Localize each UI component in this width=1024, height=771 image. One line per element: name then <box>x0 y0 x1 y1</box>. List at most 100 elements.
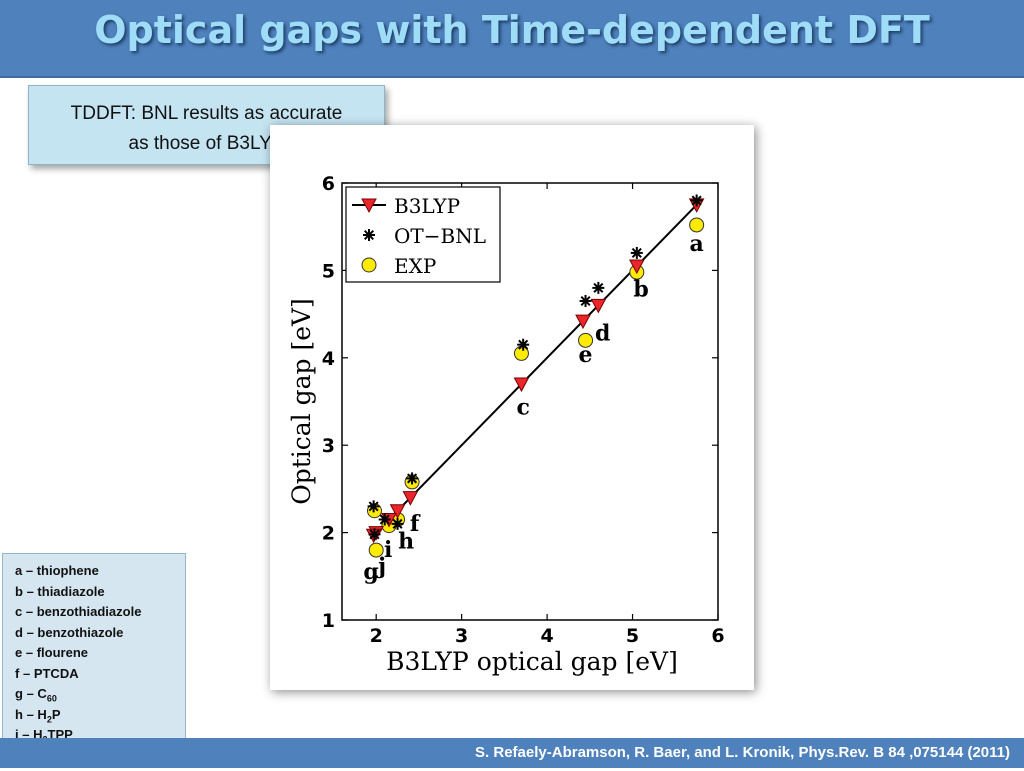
plot-frame <box>341 182 719 621</box>
molecule-legend-item: f – PTCDA <box>15 664 185 685</box>
asterisk-stroke <box>392 518 403 529</box>
b3lyp-point <box>575 314 591 330</box>
ot-bnl-point <box>406 472 419 485</box>
molecule-separator: – <box>22 706 38 722</box>
ot-bnl-point <box>378 513 391 526</box>
asterisk-stroke <box>593 282 604 293</box>
x-tick-label: 2 <box>370 625 383 647</box>
y-axis-label: Optical gap [eV] <box>287 298 316 505</box>
molecule-name: flourene <box>36 645 88 660</box>
molecule-name: benzothiadiazole <box>36 604 142 619</box>
legend-series-name: EXP <box>394 254 436 278</box>
asterisk-stroke <box>369 529 380 540</box>
molecule-separator: – <box>22 583 38 599</box>
y-tick-label: 5 <box>322 260 335 282</box>
molecule-legend-item: g – C60 <box>15 684 185 705</box>
point-label: c <box>516 395 529 421</box>
molecule-legend-item: a – thiophene <box>15 561 185 582</box>
asterisk-stroke <box>407 473 418 484</box>
asterisk-stroke <box>368 501 379 512</box>
point-label: g <box>363 559 378 585</box>
ot-bnl-point <box>630 246 643 259</box>
molecule-subscript: 2 <box>46 714 52 725</box>
molecule-separator: – <box>18 727 34 742</box>
asterisk-stroke <box>580 295 591 307</box>
legend-exp-marker <box>361 257 377 273</box>
molecule-letter: i <box>15 727 19 742</box>
molecule-legend-item: e – flourene <box>15 643 185 664</box>
point-label: h <box>398 528 414 554</box>
callout-line-2: as those of B3LYP <box>128 133 285 154</box>
legend-series-name: OT−BNL <box>394 224 486 248</box>
b3lyp-point <box>628 259 645 275</box>
point-label: f <box>410 511 421 537</box>
molecule-separator: – <box>22 563 37 578</box>
ot-bnl-point <box>391 517 404 530</box>
footer-bar: S. Refaely-Abramson, R. Baer, and L. Kro… <box>0 738 1024 768</box>
x-axis-label: B3LYP optical gap [eV] <box>386 647 678 676</box>
ot-bnl-point <box>368 528 381 541</box>
molecule-name: C <box>37 686 47 701</box>
point-label: d <box>595 320 610 346</box>
molecule-letter: c <box>15 604 23 619</box>
molecule-legend-item: c – benzothiadiazole <box>15 602 185 623</box>
y-tick-label: 6 <box>322 173 335 195</box>
molecule-letter: f <box>15 665 20 681</box>
molecule-legend-item: b – thiadiazole <box>15 582 185 603</box>
molecule-subscript: 60 <box>46 693 57 704</box>
point-label: a <box>690 231 704 257</box>
molecule-letter: h <box>15 706 23 722</box>
molecule-name: thiophene <box>36 563 99 578</box>
molecule-legend: a – thiophene b – thiadiazole c – benzothi… <box>2 553 186 766</box>
ot-bnl-point <box>579 294 592 307</box>
molecule-separator: – <box>22 645 37 660</box>
b3lyp-point <box>402 491 419 506</box>
molecule-separator: – <box>22 604 37 619</box>
x-tick-label: 3 <box>455 625 468 647</box>
ot-bnl-point <box>690 194 703 207</box>
exp-point <box>689 217 705 233</box>
y-tick-label: 4 <box>322 348 335 370</box>
title-bar: Optical gaps with Time-dependent DFT <box>0 0 1024 78</box>
slide-title: Optical gaps with Time-dependent DFT <box>94 8 930 52</box>
molecule-name: H <box>33 727 43 742</box>
molecule-legend-item: h – H2P <box>15 705 185 726</box>
molecule-name: benzothiazole <box>37 624 124 640</box>
asterisk-stroke <box>379 514 390 525</box>
scatter-chart: 2 3 4 5 6 1 2 3 4 5 6 B3LYP optical gap [eV] Optical… <box>287 173 725 676</box>
b3lyp-point <box>389 504 406 519</box>
legend-series-name: B3LYP <box>394 194 460 218</box>
molecule-letter: a <box>15 563 23 578</box>
x-tick-label: 6 <box>711 625 724 647</box>
b3lyp-point <box>590 298 607 314</box>
molecule-letter: e <box>15 645 23 660</box>
y-tick-label: 2 <box>322 523 335 545</box>
molecule-separator: – <box>22 686 38 701</box>
exp-point <box>368 542 384 558</box>
ot-bnl-point <box>592 281 605 294</box>
molecule-separator: – <box>19 665 34 681</box>
exp-point <box>578 332 594 348</box>
molecule-letter: g <box>15 686 23 701</box>
asterisk-stroke <box>363 229 375 241</box>
molecule-letter: b <box>15 583 23 599</box>
ot-bnl-point <box>517 338 530 351</box>
molecule-letter: d <box>15 624 23 640</box>
chart-panel: 2 3 4 5 6 1 2 3 4 5 6 B3LYP optical gap [eV] Optical… <box>270 125 754 690</box>
ot-bnl-point <box>367 500 380 513</box>
x-tick-label: 4 <box>540 625 553 647</box>
point-label: i <box>384 537 392 563</box>
asterisk-stroke <box>518 339 529 350</box>
molecule-name: PTCDA <box>33 665 79 681</box>
molecule-legend-item: d – benzothiazole <box>15 623 185 644</box>
molecule-separator: – <box>22 624 38 640</box>
callout-line-1: TDDFT: BNL results as accurate <box>70 103 343 124</box>
y-tick-label: 1 <box>322 610 335 632</box>
legend-ot-bnl-marker <box>363 229 375 241</box>
point-label: e <box>579 342 593 368</box>
citation: S. Refaely-Abramson, R. Baer, and L. Kro… <box>475 744 1010 761</box>
asterisk-stroke <box>631 247 642 258</box>
x-tick-label: 5 <box>626 625 639 647</box>
b3lyp-point <box>513 377 530 393</box>
point-label: j <box>376 554 386 580</box>
